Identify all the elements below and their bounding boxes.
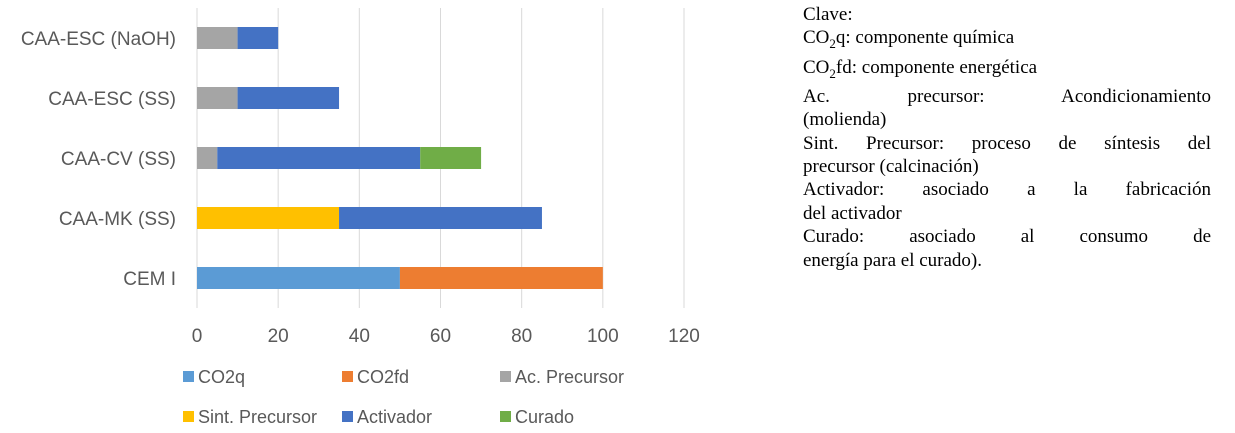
bar-segment [197, 207, 340, 229]
bar-segment [420, 147, 482, 169]
category-label: CEM I [123, 269, 176, 290]
x-tick-label: 20 [268, 326, 289, 347]
legend-swatch [500, 371, 511, 382]
x-tick-label: 120 [668, 326, 700, 347]
legend-label: Sint. Precursor [198, 407, 317, 427]
legend-label: CO2q [198, 367, 245, 387]
key-co2q-prefix: CO [803, 27, 830, 49]
key-co2q-rest: q: componente química [835, 27, 1015, 49]
key-ac-precursor-line2: (molienda) [803, 109, 887, 131]
legend-swatch [342, 371, 353, 382]
bars [197, 27, 603, 289]
x-tick-label: 0 [192, 326, 203, 347]
legend-swatch [183, 371, 194, 382]
key-curado-line2: energía para el curado). [803, 249, 982, 271]
key-co2fd-sub: 2 [829, 65, 836, 81]
legend-label: CO2fd [357, 367, 409, 387]
legend-label: Curado [515, 407, 574, 427]
bar-segment [237, 87, 340, 109]
bar-segment [197, 147, 218, 169]
legend-swatch [342, 411, 353, 422]
bar-segment [197, 87, 238, 109]
legend-swatch [183, 411, 194, 422]
x-tick-label: 60 [430, 326, 451, 347]
key-co2fd-prefix: CO [803, 56, 830, 78]
bar-segment [237, 27, 279, 49]
x-tick-label: 100 [587, 326, 619, 347]
key-title: Clave: [803, 4, 853, 25]
bar-segment [217, 147, 421, 169]
bar-segment [339, 207, 542, 229]
key-co2fd-rest: fd: componente energética [835, 56, 1038, 78]
key-co2q: CO2q: componente química [803, 26, 1211, 55]
category-label: CAA-ESC (SS) [48, 89, 176, 110]
key-sint-line2: precursor (calcinación) [803, 156, 979, 178]
category-label: CAA-ESC (NaOH) [21, 29, 176, 50]
key-ac-precursor-line1: Ac. precursor: Acondicionamiento [803, 85, 1211, 107]
legend-swatch [500, 411, 511, 422]
key-co2q-sub: 2 [829, 36, 836, 52]
legend: CO2q CO2fd Ac. Precursor Sint. Precursor Act… [183, 367, 624, 427]
key-co2fd: CO2fd: componente energética [803, 56, 1211, 85]
x-tick-label: 40 [349, 326, 370, 347]
key-curado-line1: Curado: asociado al consumo de [803, 226, 1211, 248]
key-activador-line1: Activador: asociado a la fabricación [803, 179, 1211, 201]
category-label: CAA-CV (SS) [61, 149, 176, 170]
bar-segment [197, 267, 400, 289]
category-labels: CEM I CAA-MK (SS) CAA-CV (SS) CAA-ESC (SS) C… [21, 29, 176, 290]
bar-segment [399, 267, 603, 289]
legend-label: Activador [357, 407, 432, 427]
stacked-bar-chart: CEM I CAA-MK (SS) CAA-CV (SS) CAA-ESC (SS) C… [21, 8, 700, 427]
key-activador-line2: del activador [803, 202, 902, 224]
x-tick-label: 80 [511, 326, 532, 347]
x-tick-labels: 0 20 40 60 80 100 120 [192, 326, 700, 347]
key-sint-line1: Sint. Precursor: proceso de síntesis del [803, 132, 1211, 154]
category-label: CAA-MK (SS) [59, 209, 176, 230]
bar-segment [197, 27, 238, 49]
legend-label: Ac. Precursor [515, 367, 624, 387]
chart-svg: CEM I CAA-MK (SS) CAA-CV (SS) CAA-ESC (SS) C… [21, 8, 700, 427]
key-panel: Clave: CO2q: componente química CO2fd: c… [803, 3, 1211, 272]
